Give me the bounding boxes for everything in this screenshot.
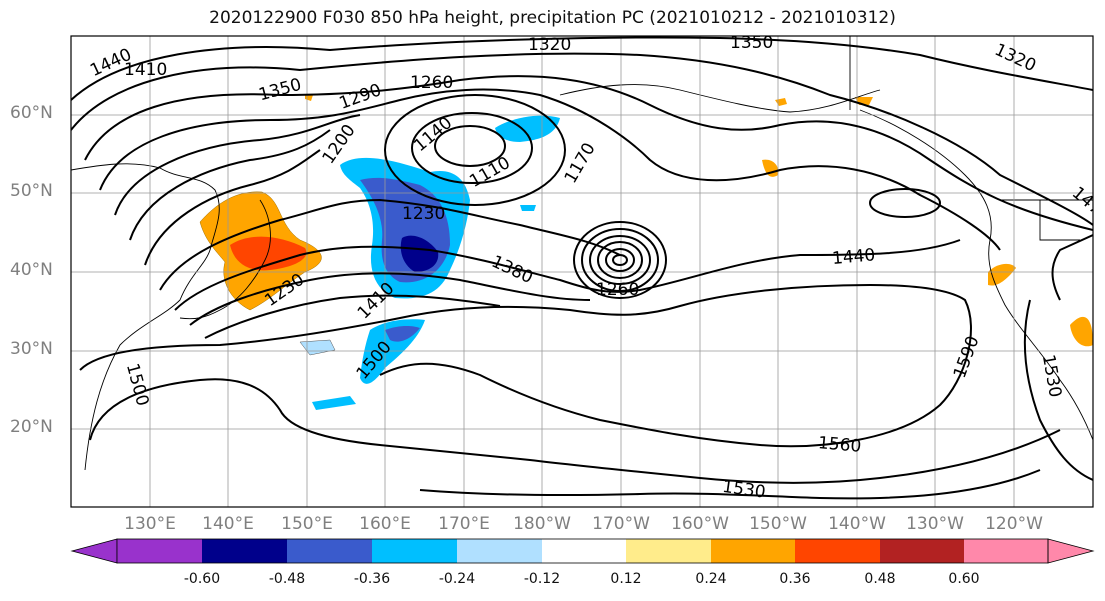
contour-label: 1590 <box>950 333 984 380</box>
colorbar-tick-label: -0.36 <box>353 571 391 587</box>
contour-label: 1140 <box>410 113 456 156</box>
lat-label: 60°N <box>10 103 53 123</box>
contour-label: 1170 <box>561 140 600 187</box>
graticule <box>71 36 1093 507</box>
lon-label: 180°W <box>513 514 571 534</box>
contour-label: 1380 <box>488 252 536 288</box>
map-title: 2020122900 F030 850 hPa height, precipit… <box>209 8 896 28</box>
colorbar-tick-label: -0.12 <box>523 571 561 587</box>
lon-label: 140°W <box>828 514 886 534</box>
contour-label: 1290 <box>337 80 384 114</box>
colorbar-tick-label: 0.36 <box>779 571 811 587</box>
colorbar-extend-left <box>70 538 118 564</box>
colorbar <box>70 538 1095 564</box>
lon-label: 150°E <box>281 514 333 534</box>
contour-label: 1560 <box>817 433 862 457</box>
contour-label: 1230 <box>402 204 445 224</box>
precip-shading <box>199 95 1093 410</box>
colorbar-bin <box>795 539 880 563</box>
colorbar-tick-label: 0.12 <box>610 571 642 587</box>
colorbar-bin <box>711 539 795 563</box>
colorbar-bin <box>542 539 626 563</box>
colorbar-tick-label: -0.48 <box>268 571 306 587</box>
map-frame <box>70 35 1094 508</box>
lon-label: 160°W <box>671 514 729 534</box>
contour-label: 1410 <box>124 60 167 80</box>
contour-label: 1350 <box>730 33 773 53</box>
contour-label: 1320 <box>991 40 1039 76</box>
colorbar-tick-label: -0.24 <box>438 571 476 587</box>
colorbar-bin <box>117 539 202 563</box>
colorbar-frame <box>116 538 1049 564</box>
colorbar-tick-label: 0.48 <box>864 571 896 587</box>
lat-label: 30°N <box>10 339 53 359</box>
lat-label: 20°N <box>10 417 53 437</box>
colorbar-bin <box>964 539 1048 563</box>
colorbar-bin <box>880 539 964 563</box>
lat-label: 40°N <box>10 260 53 280</box>
colorbar-bin <box>626 539 711 563</box>
contour-label: 1110 <box>466 153 513 192</box>
colorbar-bin <box>202 539 287 563</box>
lon-label: 120°W <box>985 514 1043 534</box>
lon-label: 130°E <box>124 514 176 534</box>
contour-label: 1350 <box>257 75 304 106</box>
lon-label: 140°E <box>202 514 254 534</box>
height-contours <box>71 36 1093 500</box>
colorbar-extend-right <box>1047 538 1095 564</box>
lon-label: 150°W <box>749 514 807 534</box>
lat-label: 50°N <box>10 181 53 201</box>
colorbar-tick-label: -0.60 <box>183 571 221 587</box>
colorbar-bin <box>287 539 372 563</box>
colorbar-tick-label: 0.24 <box>695 571 727 587</box>
lon-label: 170°E <box>438 514 490 534</box>
contour-label: 1260 <box>410 73 453 93</box>
lon-label: 170°W <box>592 514 650 534</box>
colorbar-bin <box>457 539 542 563</box>
contour-label: 1530 <box>721 477 767 503</box>
lon-label: 160°E <box>359 514 411 534</box>
contour-label: 1260 <box>596 280 639 300</box>
contour-label: 1530 <box>1038 353 1065 399</box>
contour-label: 1320 <box>528 35 571 55</box>
contour-label: 1500 <box>122 361 153 408</box>
colorbar-bin <box>372 539 457 563</box>
contour-label: 1440 <box>831 245 876 269</box>
colorbar-tick-label: 0.60 <box>948 571 980 587</box>
lon-label: 130°W <box>906 514 964 534</box>
